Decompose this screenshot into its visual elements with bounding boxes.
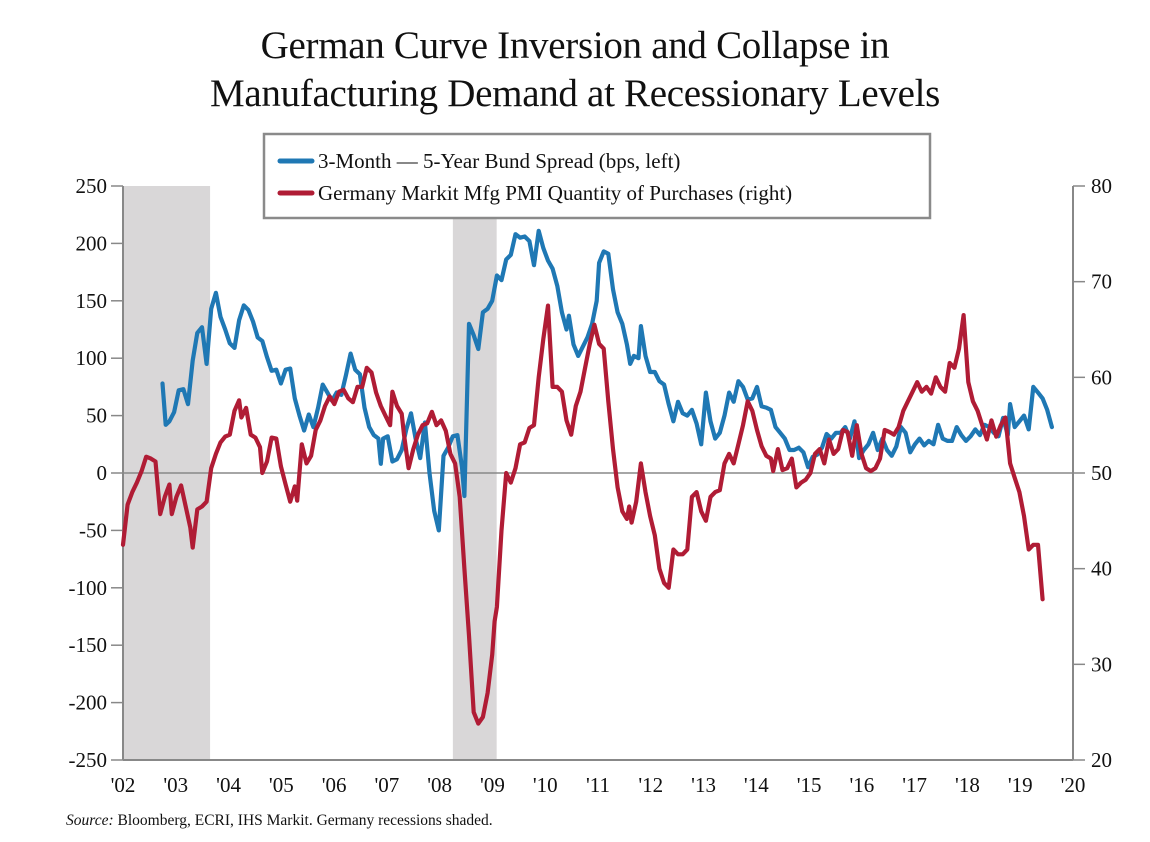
- chart-title-line-1: German Curve Inversion and Collapse in: [260, 24, 890, 67]
- left-tick-label: -50: [79, 518, 107, 542]
- series-line-spread: [160, 228, 1054, 533]
- x-tick-label: '15: [797, 773, 822, 797]
- series-lines: [120, 228, 1054, 726]
- x-tick-label: '07: [374, 773, 399, 797]
- left-tick-label: -100: [69, 576, 108, 600]
- left-tick-label: -250: [69, 748, 108, 772]
- series-line-pmi: [120, 303, 1045, 726]
- left-tick-label: -150: [69, 633, 108, 657]
- x-tick-label: '16: [849, 773, 874, 797]
- right-tick-label: 70: [1091, 270, 1112, 294]
- right-tick-label: 40: [1091, 557, 1112, 581]
- left-tick-label: 150: [76, 289, 108, 313]
- left-tick-label: 200: [76, 231, 108, 255]
- legend-label-pmi: Germany Markit Mfg PMI Quantity of Purch…: [318, 181, 792, 205]
- source-note: Source: Bloomberg, ECRI, IHS Markit. Ger…: [66, 812, 493, 830]
- chart-title: German Curve Inversion and Collapse in M…: [0, 22, 1150, 118]
- x-tick-label: '10: [533, 773, 558, 797]
- legend-label-spread: 3-Month — 5-Year Bund Spread (bps, left): [318, 149, 680, 173]
- x-tick-label: '18: [955, 773, 980, 797]
- x-tick-label: '06: [322, 773, 347, 797]
- x-tick-label: '19: [1008, 773, 1033, 797]
- x-tick-label: '02: [111, 773, 136, 797]
- right-tick-label: 20: [1091, 748, 1112, 772]
- x-tick-label: '11: [586, 773, 610, 797]
- source-label: Source:: [66, 812, 114, 829]
- x-tick-label: '09: [480, 773, 505, 797]
- x-tick-label: '04: [216, 773, 241, 797]
- axes: 250 200 150 100 50 0 -50 -100 -150 -200 -250 80 70 60…: [69, 174, 1113, 797]
- left-tick-label: 50: [86, 404, 107, 428]
- x-tick-label: '20: [1061, 773, 1086, 797]
- x-tick-label: '05: [269, 773, 294, 797]
- x-tick-label: '14: [744, 773, 769, 797]
- legend-box: [262, 132, 932, 220]
- left-tick-label: -200: [69, 691, 108, 715]
- chart-title-line-2: Manufacturing Demand at Recessionary Lev…: [209, 72, 940, 115]
- left-tick-label: 100: [76, 346, 108, 370]
- x-tick-label: '13: [691, 773, 716, 797]
- left-tick-label: 250: [76, 174, 108, 198]
- source-text: Bloomberg, ECRI, IHS Markit. Germany rec…: [113, 812, 493, 829]
- x-tick-label: '03: [163, 773, 188, 797]
- right-tick-label: 80: [1091, 174, 1112, 198]
- right-tick-label: 50: [1091, 461, 1112, 485]
- x-tick-label: '17: [902, 773, 927, 797]
- left-tick-label: 0: [97, 461, 108, 485]
- legend: 3-Month — 5-Year Bund Spread (bps, left)…: [262, 132, 932, 220]
- x-tick-label: '12: [638, 773, 663, 797]
- right-tick-label: 60: [1091, 365, 1112, 389]
- right-tick-label: 30: [1091, 652, 1112, 676]
- x-tick-label: '08: [427, 773, 452, 797]
